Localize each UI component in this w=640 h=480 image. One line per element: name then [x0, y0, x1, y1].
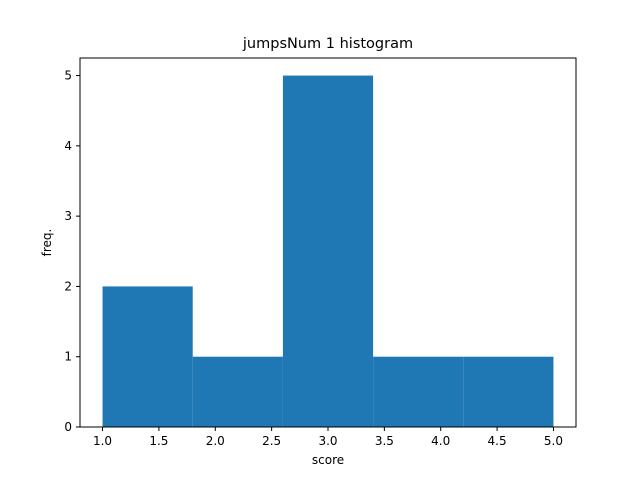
x-tick-label: 5.0 [544, 434, 563, 448]
chart-title: jumpsNum 1 histogram [242, 36, 413, 52]
x-axis-ticks: 1.0 1.5 2.0 2.5 3.0 3.5 4.0 4.5 5.0 [93, 427, 563, 448]
y-tick-label: 2 [64, 279, 72, 293]
x-tick-label: 3.5 [375, 434, 394, 448]
y-axis-ticks: 0 1 2 3 4 5 [64, 69, 80, 434]
y-tick-label: 3 [64, 209, 72, 223]
x-tick-label: 4.5 [488, 434, 507, 448]
histogram-bar-1 [102, 286, 193, 427]
y-tick-label: 4 [64, 139, 72, 153]
x-axis-label: score [312, 453, 344, 467]
histogram-bar-5 [463, 356, 554, 427]
x-tick-label: 2.5 [262, 434, 281, 448]
histogram-bar-3 [282, 75, 374, 428]
x-tick-label: 4.0 [431, 434, 450, 448]
x-tick-label: 2.0 [206, 434, 225, 448]
x-tick-label: 1.5 [149, 434, 168, 448]
y-tick-label: 0 [64, 420, 72, 434]
histogram-bar-4 [373, 356, 464, 427]
x-tick-label: 3.0 [318, 434, 337, 448]
y-tick-label: 1 [64, 350, 72, 364]
y-axis-label: freq. [40, 229, 54, 257]
bars-group [102, 75, 554, 428]
y-tick-label: 5 [64, 69, 72, 83]
x-tick-label: 1.0 [93, 434, 112, 448]
histogram-bar-2 [192, 356, 283, 427]
plot-frame [79, 57, 577, 428]
